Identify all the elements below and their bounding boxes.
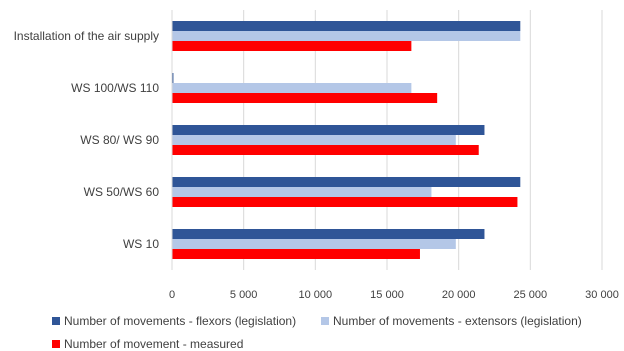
x-tick-label: 20 000 [442,289,476,301]
bar [172,135,456,145]
bar [172,249,420,259]
category-label: WS 50/WS 60 [84,185,160,199]
bar [172,177,521,187]
category-labels: Installation of the air supply WS 100/WS … [14,29,160,251]
x-tick-labels: 0 5 000 10 000 15 000 20 000 25 000 30 000 [169,289,619,301]
category-label: WS 10 [123,237,159,251]
x-tick-label: 15 000 [370,289,404,301]
bar [172,21,521,31]
legend-label-extensors: Number of movements - extensors (legisla… [333,314,582,328]
bar [172,229,485,239]
bars [172,21,521,259]
bar [172,83,412,93]
legend-item-flexors: Number of movements - flexors (legislati… [52,314,296,328]
bar [172,239,456,249]
x-tick-label: 10 000 [299,289,333,301]
legend-label-flexors: Number of movements - flexors (legislati… [64,314,297,328]
bar [172,31,521,41]
legend-item-extensors: Number of movements - extensors (legisla… [321,314,582,328]
category-label: WS 100/WS 110 [71,81,159,95]
category-label: WS 80/ WS 90 [80,133,159,147]
legend-swatch-flexors [52,317,60,325]
legend-item-measured: Number of movement - measured [52,337,243,351]
bar [172,197,518,207]
x-tick-label: 0 [169,289,175,301]
bar [172,93,438,103]
bar [172,73,174,83]
x-tick-label: 25 000 [514,289,548,301]
category-label: Installation of the air supply [14,29,159,43]
bar [172,41,412,51]
bar [172,145,479,155]
legend-label-measured: Number of movement - measured [64,337,244,351]
legend-swatch-measured [52,340,60,348]
x-tick-label: 5 000 [230,289,258,301]
legend: Number of movements - flexors (legislati… [0,308,624,351]
bar [172,125,485,135]
bar [172,187,432,197]
bar-chart: Installation of the air supply WS 100/WS … [14,10,619,301]
x-tick-label: 30 000 [585,289,619,301]
legend-swatch-extensors [321,317,329,325]
